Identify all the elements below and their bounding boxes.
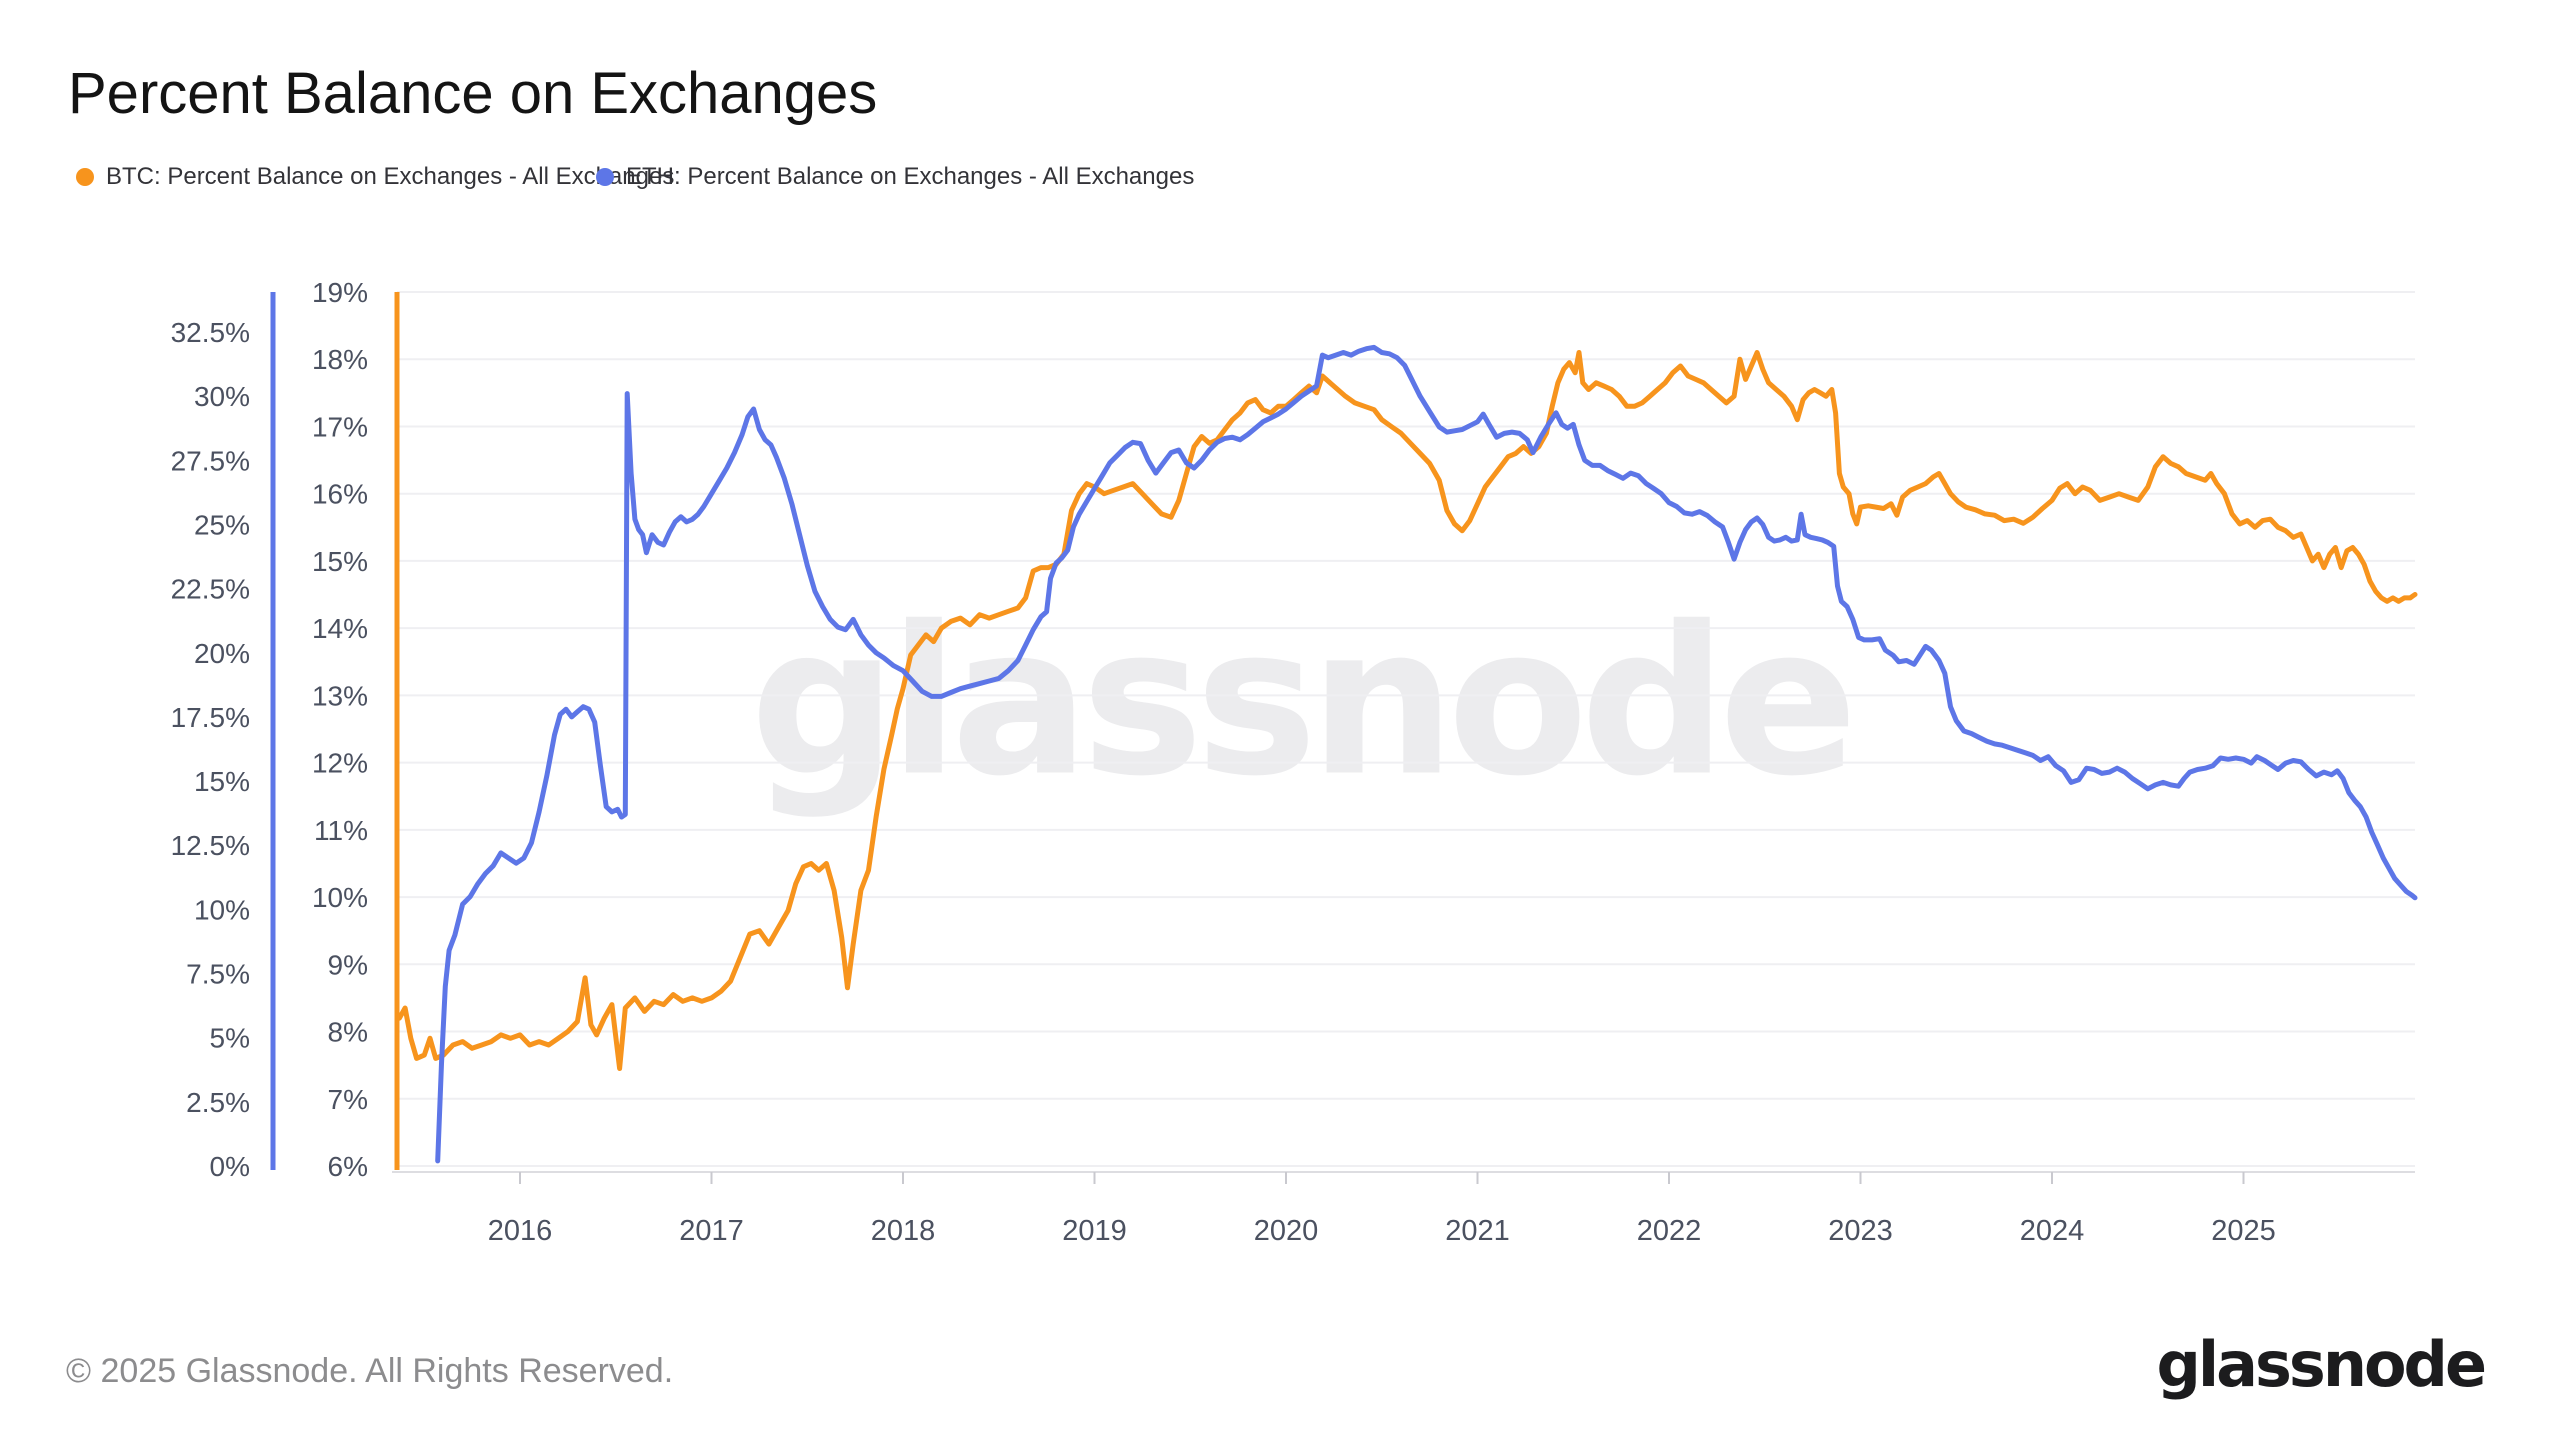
eth-axis-tick-label: 0%	[210, 1151, 250, 1182]
glassnode-logo[interactable]: glassnode	[2156, 1328, 2487, 1401]
btc-axis-tick-label: 6%	[328, 1151, 368, 1182]
legend-item-btc[interactable]: BTC: Percent Balance on Exchanges - All …	[76, 160, 674, 194]
legend: BTC: Percent Balance on Exchanges - All …	[0, 160, 2560, 194]
eth-axis-tick-label: 7.5%	[186, 959, 250, 990]
x-axis-label: 2023	[1828, 1215, 1893, 1247]
eth-axis-tick-label: 32.5%	[171, 317, 250, 348]
eth-axis-tick-label: 15%	[194, 766, 250, 797]
eth-legend-label: ETH: Percent Balance on Exchanges - All …	[626, 163, 1195, 190]
btc-axis-tick-label: 10%	[312, 882, 368, 913]
eth-axis-tick-label: 20%	[194, 638, 250, 669]
btc-axis-tick-label: 7%	[328, 1084, 368, 1115]
eth-axis-tick-label: 12.5%	[171, 830, 250, 861]
btc-axis-tick-label: 16%	[312, 479, 368, 510]
x-axis-label: 2019	[1062, 1215, 1127, 1247]
x-axis-label: 2017	[679, 1215, 744, 1247]
eth-axis-tick-label: 27.5%	[171, 445, 250, 476]
eth-legend-dot-icon	[596, 168, 614, 186]
btc-axis-tick-label: 11%	[314, 815, 368, 846]
eth-axis-tick-label: 17.5%	[171, 702, 250, 733]
eth-axis-tick-label: 30%	[194, 381, 250, 412]
btc-axis-tick-label: 15%	[312, 546, 368, 577]
btc-axis-tick-label: 8%	[328, 1017, 368, 1048]
eth-axis-tick-label: 5%	[210, 1023, 250, 1054]
x-axis-label: 2018	[871, 1215, 936, 1247]
x-axis-label: 2024	[2020, 1215, 2085, 1247]
x-axis-label: 2021	[1445, 1215, 1510, 1247]
btc-axis-tick-label: 12%	[312, 748, 368, 779]
btc-axis-tick-label: 14%	[312, 613, 368, 644]
glassnode-watermark: glassnode	[750, 583, 1858, 821]
btc-axis-tick-label: 13%	[312, 680, 368, 711]
eth-axis-tick-label: 25%	[194, 509, 250, 540]
plot-area[interactable]	[397, 292, 2415, 1172]
btc-series-line	[396, 350, 2418, 1071]
btc-axis-tick-label: 18%	[312, 344, 368, 375]
x-axis-label: 2022	[1637, 1215, 1702, 1247]
eth-series-line	[435, 344, 2418, 1164]
eth-axis-tick-label: 22.5%	[171, 574, 250, 605]
eth-axis-tick-label: 2.5%	[186, 1087, 250, 1118]
legend-item-eth[interactable]: ETH: Percent Balance on Exchanges - All …	[596, 160, 1194, 194]
copyright-text: © 2025 Glassnode. All Rights Reserved.	[66, 1352, 674, 1390]
btc-axis-tick-label: 9%	[328, 949, 368, 980]
x-axis-label: 2016	[488, 1215, 553, 1247]
x-axis-label: 2020	[1254, 1215, 1319, 1247]
btc-axis-tick-label: 19%	[312, 277, 368, 308]
btc-axis-tick-label: 17%	[312, 411, 368, 442]
btc-legend-dot-icon	[76, 168, 94, 186]
x-axis-label: 2025	[2211, 1215, 2276, 1247]
btc-legend-label: BTC: Percent Balance on Exchanges - All …	[106, 163, 675, 190]
page-title: Percent Balance on Exchanges	[68, 61, 878, 126]
eth-axis-tick-label: 10%	[194, 894, 250, 925]
